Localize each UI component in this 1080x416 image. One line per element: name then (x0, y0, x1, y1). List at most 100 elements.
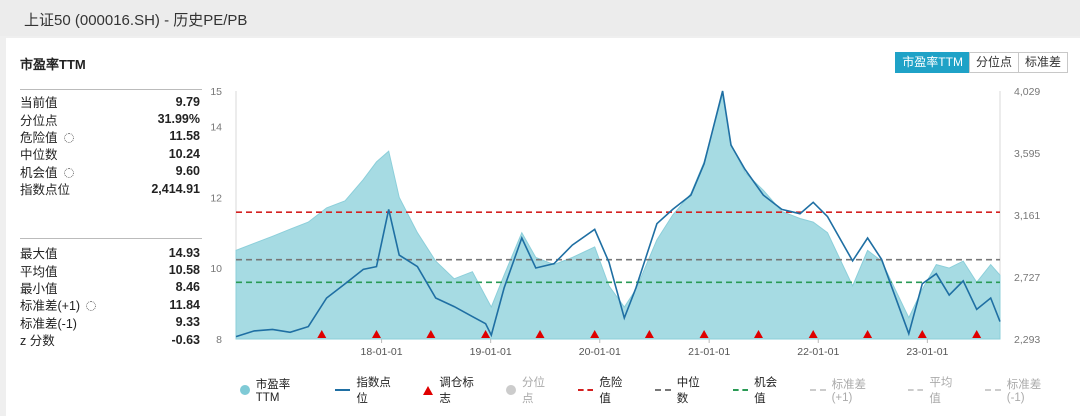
legend-marker (732, 389, 749, 391)
legend-item[interactable]: 危险值 (577, 374, 633, 406)
rebalance-marker (863, 330, 873, 338)
settings-icon[interactable] (63, 132, 74, 143)
stat-label: z 分数 (20, 334, 55, 349)
legend-marker (506, 385, 516, 395)
legend-item[interactable]: 中位数 (655, 374, 710, 406)
y-tick-left: 10 (210, 263, 222, 275)
legend-item[interactable]: 指数点位 (334, 374, 402, 406)
pe-chart: 8 10 12 14 15 2,293 2,727 3,161 3,595 4,029 18-01-… (210, 86, 1040, 358)
legend-marker (423, 385, 434, 395)
legend-item[interactable]: 调仓标志 (423, 374, 484, 406)
rebalance-marker (426, 330, 436, 338)
y-tick-right: 4,029 (1014, 86, 1040, 98)
rebalance-marker (699, 330, 709, 338)
legend-label: 标准差(-1) (1006, 379, 1042, 404)
stat-value: 8.46 (175, 280, 200, 295)
y-tick-right: 2,293 (1014, 334, 1040, 346)
legend-item[interactable]: 平均值 (907, 374, 963, 406)
rebalance-marker (808, 330, 818, 338)
stat-value: 9.60 (175, 164, 200, 179)
stat-label: 分位点 (20, 113, 58, 128)
legend-item[interactable]: 机会值 (732, 374, 788, 406)
legend-item[interactable]: 标准差(+1) (809, 376, 886, 404)
metric-tabs: 市盈率TTM 分位点 标准差 (895, 52, 1068, 73)
stat-value: 10.24 (168, 146, 200, 161)
stat-label: 机会值 (20, 162, 74, 181)
y-tick-right: 3,595 (1014, 148, 1040, 160)
x-tick-label: 19-01-01 (470, 346, 512, 358)
rebalance-marker (317, 330, 327, 338)
legend-marker (655, 389, 671, 391)
legend-item[interactable]: 标准差(-1) (985, 376, 1058, 404)
legend-marker (985, 389, 1001, 391)
y-tick-right: 3,161 (1014, 210, 1040, 222)
stats-bottom: 最大值 14.93 平均值 10.58 最小值 8.46 标准差(+1) 11.84 标准差(-… (20, 244, 200, 348)
rebalance-marker (644, 330, 654, 338)
x-tick-label: 22-01-01 (797, 346, 839, 358)
y-tick-left: 15 (210, 86, 222, 98)
stat-label: 平均值 (20, 264, 58, 279)
window-titlebar: 上证50 (000016.SH) - 历史PE/PB (0, 0, 1080, 36)
chart-legend: 市盈率TTM 指数点位 调仓标志 分位点 危险值 中位数 机会值 标准差(+1) 平均值 标准差(… (240, 374, 1080, 406)
stat-value: 9.79 (175, 94, 200, 109)
stat-label: 标准差(-1) (20, 316, 77, 331)
y-tick-left: 8 (216, 334, 222, 346)
stat-row: 标准差(-1) 9.33 (20, 314, 200, 331)
legend-marker (334, 389, 351, 391)
y-tick-left: 14 (210, 121, 222, 133)
chart-panel: 市盈率TTM 市盈率TTM 分位点 标准差 当前值 9.79 分位点 31.99% 危险… (6, 38, 1080, 416)
stat-row: 当前值 9.79 (20, 93, 200, 111)
legend-marker (907, 389, 924, 391)
stat-row: 分位点 31.99% (20, 110, 200, 128)
legend-marker (577, 389, 594, 391)
stat-row: 危险值 11.58 (20, 128, 200, 145)
tab-stddev[interactable]: 标准差 (1017, 52, 1068, 73)
stat-label: 最小值 (20, 281, 58, 296)
stat-row: 中位数 10.24 (20, 145, 200, 163)
stat-row: 标准差(+1) 11.84 (20, 295, 200, 314)
x-tick-label: 20-01-01 (579, 346, 621, 358)
rebalance-marker (590, 330, 600, 338)
legend-label: 平均值 (929, 377, 953, 405)
stat-row: 最大值 14.93 (20, 244, 200, 262)
rebalance-marker (535, 330, 545, 338)
rebalance-marker (481, 330, 491, 338)
legend-label: 分位点 (521, 377, 545, 405)
stat-label: 危险值 (20, 127, 74, 146)
legend-item[interactable]: 分位点 (506, 374, 556, 406)
stat-value: 9.33 (175, 315, 200, 330)
y-tick-left: 12 (210, 192, 222, 204)
settings-icon[interactable] (86, 301, 97, 312)
legend-label: 标准差(+1) (831, 379, 867, 404)
legend-marker (240, 385, 250, 395)
legend-item[interactable]: 市盈率TTM (240, 376, 313, 404)
stat-row: 机会值 9.60 (20, 163, 200, 180)
y-tick-right: 2,727 (1014, 272, 1040, 284)
rebalance-marker (972, 330, 982, 338)
legend-label: 调仓标志 (439, 377, 474, 405)
pe-ttm-area (235, 94, 1001, 340)
stat-label: 标准差(+1) (20, 295, 97, 314)
stat-row: 最小值 8.46 (20, 279, 200, 296)
legend-label: 市盈率TTM (255, 379, 291, 404)
stat-label: 当前值 (20, 96, 58, 111)
rebalance-marker (917, 330, 927, 338)
stat-value: 10.58 (168, 263, 200, 278)
tab-percentile[interactable]: 分位点 (968, 52, 1019, 73)
x-tick-label: 18-01-01 (361, 346, 403, 358)
stat-value: 31.99% (157, 112, 200, 127)
x-tick-label: 21-01-01 (688, 346, 730, 358)
stat-value: 11.84 (169, 297, 200, 312)
index-line (235, 90, 1001, 338)
rebalance-marker (371, 330, 381, 338)
stat-value: 2,414.91 (151, 181, 200, 196)
x-tick-label: 23-01-01 (906, 346, 948, 358)
legend-label: 机会值 (754, 377, 778, 405)
legend-marker (809, 389, 826, 391)
stat-label: 最大值 (20, 247, 58, 262)
stat-label: 指数点位 (20, 183, 71, 198)
stat-value: -0.63 (171, 332, 201, 347)
settings-icon[interactable] (63, 167, 74, 178)
tab-pe-ttm[interactable]: 市盈率TTM (895, 52, 970, 73)
legend-label: 中位数 (676, 377, 700, 405)
